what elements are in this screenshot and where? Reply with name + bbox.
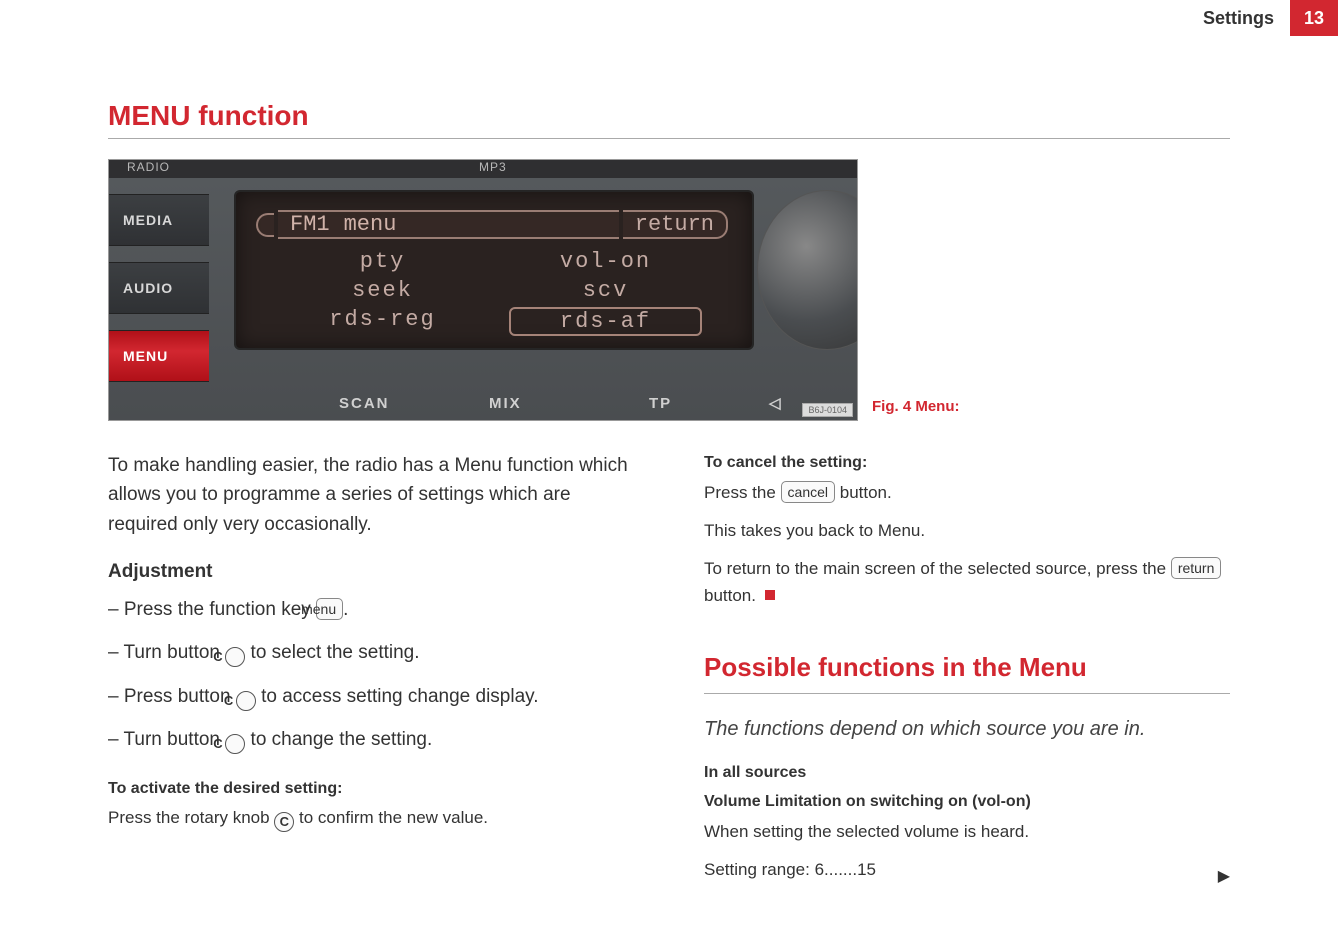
step-4a: Turn button [124,729,226,750]
step-1: Press the function key menu. [130,595,634,624]
return-b: button. [704,586,756,605]
radio-dial [757,190,858,350]
cancel-a: Press the [704,483,781,502]
radio-label-mp3: MP3 [479,160,507,174]
activate-b: to confirm the new value. [294,808,488,827]
vol-on-line: When setting the selected volume is hear… [704,819,1230,845]
text-columns: To make handling easier, the radio has a… [108,451,1230,884]
continue-arrow-icon: ▶ [1218,865,1230,890]
step-3a: Press button [124,686,236,707]
radio-btn-scan: SCAN [339,395,390,412]
radio-display-topbar: FM1 menu return [256,210,732,239]
display-item-pty: pty [286,249,479,274]
adjustment-steps: Press the function key menu. Turn button… [108,595,634,755]
step-1a: Press the function key [124,599,316,620]
c-key-icon: C [274,812,294,832]
display-item-rdsaf: rds-af [509,307,702,336]
step-1b: . [343,599,348,620]
step-2: Turn button C to select the setting. [130,638,634,667]
figure-badge: B6J-0104 [802,403,853,417]
display-item-volon: vol-on [509,249,702,274]
section-title-possible-functions: Possible functions in the Menu [704,647,1230,694]
display-pill-main: FM1 menu [278,210,619,239]
radio-btn-audio: AUDIO [109,262,209,314]
figure-caption: Fig. 4 Menu: [872,398,960,421]
vol-on-heading: Volume Limitation on switching on (vol-o… [704,790,1230,815]
step-3: Press button C to access setting change … [130,682,634,711]
radio-figure: RADIO MP3 MEDIA AUDIO MENU FM1 menu retu… [108,159,858,421]
page-header: Settings 13 [1203,0,1338,36]
cancel-back: This takes you back to Menu. [704,518,1230,544]
display-item-rdsreg: rds-reg [286,307,479,336]
menu-keycap: menu [316,598,343,620]
functions-subtitle: The functions depend on which source you… [704,714,1230,745]
right-column: To cancel the setting: Press the cancel … [704,451,1230,884]
header-section: Settings [1203,0,1290,36]
radio-label-radio: RADIO [127,160,170,174]
activate-line: Press the rotary knob C to confirm the n… [108,805,634,832]
step-4: Turn button C to change the setting. [130,725,634,754]
return-a: To return to the main screen of the sele… [704,559,1171,578]
figure-row: RADIO MP3 MEDIA AUDIO MENU FM1 menu retu… [108,159,1230,421]
radio-btn-mix: MIX [489,395,522,412]
step-3b: to access setting change display. [256,686,539,707]
radio-btn-tp: TP [649,395,672,412]
display-item-seek: seek [286,278,479,303]
return-line: To return to the main screen of the sele… [704,556,1230,609]
intro-paragraph: To make handling easier, the radio has a… [108,451,634,539]
page-number: 13 [1290,0,1338,36]
left-column: To make handling easier, the radio has a… [108,451,634,884]
section-title-menu-function: MENU function [108,100,1230,139]
vol-on-range: Setting range: 6.......15 [704,857,1230,883]
cancel-line: Press the cancel button. [704,480,1230,506]
c-key-icon: C [236,691,256,711]
activate-a: Press the rotary knob [108,808,274,827]
display-pill-left [256,213,274,237]
radio-btn-menu: MENU [109,330,209,382]
activate-heading: To activate the desired setting: [108,777,634,802]
display-return: return [623,210,728,239]
display-menu: menu [344,212,397,237]
adjustment-heading: Adjustment [108,557,634,586]
radio-btn-prev-icon: ◁ [769,394,783,412]
page-content: MENU function RADIO MP3 MEDIA AUDIO MENU… [108,100,1230,884]
c-key-icon: C [225,734,245,754]
radio-display: FM1 menu return pty vol-on seek scv rds-… [234,190,754,350]
cancel-keycap: cancel [781,481,835,503]
display-item-scv: scv [509,278,702,303]
step-2a: Turn button [124,642,226,663]
return-keycap: return [1171,557,1222,579]
step-4b: to change the setting. [245,729,432,750]
radio-btn-media: MEDIA [109,194,209,246]
display-band: FM1 [290,212,330,237]
radio-display-grid: pty vol-on seek scv rds-reg rds-af [256,249,732,336]
cancel-b: button. [835,483,892,502]
in-all-sources-heading: In all sources [704,761,1230,786]
end-marker-icon [765,590,775,600]
cancel-heading: To cancel the setting: [704,451,1230,476]
step-2b: to select the setting. [245,642,419,663]
c-key-icon: C [225,647,245,667]
